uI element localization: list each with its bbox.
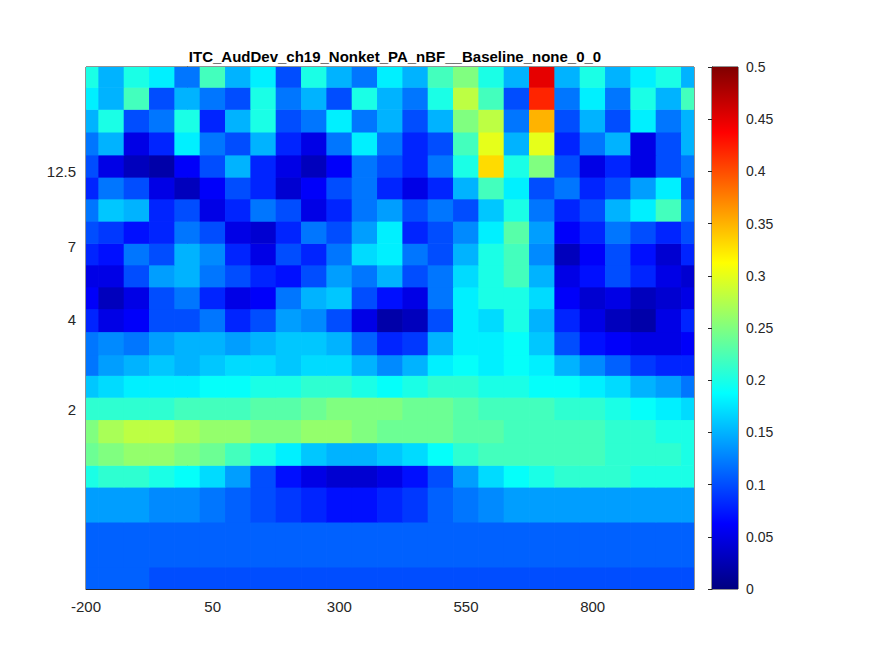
svg-text:0.35: 0.35 bbox=[746, 216, 773, 232]
svg-text:0.5: 0.5 bbox=[746, 59, 766, 75]
svg-text:7: 7 bbox=[68, 238, 76, 255]
svg-text:550: 550 bbox=[453, 598, 478, 615]
svg-text:4: 4 bbox=[68, 311, 76, 328]
svg-text:0.05: 0.05 bbox=[746, 529, 773, 545]
svg-text:0.25: 0.25 bbox=[746, 320, 773, 336]
svg-text:0.2: 0.2 bbox=[746, 372, 766, 388]
svg-text:0: 0 bbox=[746, 581, 754, 597]
svg-text:300: 300 bbox=[327, 598, 352, 615]
svg-text:ITC_AudDev_ch19_Nonket_PA_nBF_: ITC_AudDev_ch19_Nonket_PA_nBF__Baseline_… bbox=[189, 48, 601, 65]
svg-text:0.15: 0.15 bbox=[746, 424, 773, 440]
svg-text:12.5: 12.5 bbox=[47, 163, 76, 180]
svg-text:0.45: 0.45 bbox=[746, 111, 773, 127]
svg-text:0.4: 0.4 bbox=[746, 163, 766, 179]
svg-text:0.1: 0.1 bbox=[746, 477, 766, 493]
svg-text:2: 2 bbox=[68, 401, 76, 418]
svg-text:-200: -200 bbox=[71, 598, 101, 615]
svg-text:0.3: 0.3 bbox=[746, 268, 766, 284]
svg-text:800: 800 bbox=[580, 598, 605, 615]
svg-text:50: 50 bbox=[204, 598, 221, 615]
